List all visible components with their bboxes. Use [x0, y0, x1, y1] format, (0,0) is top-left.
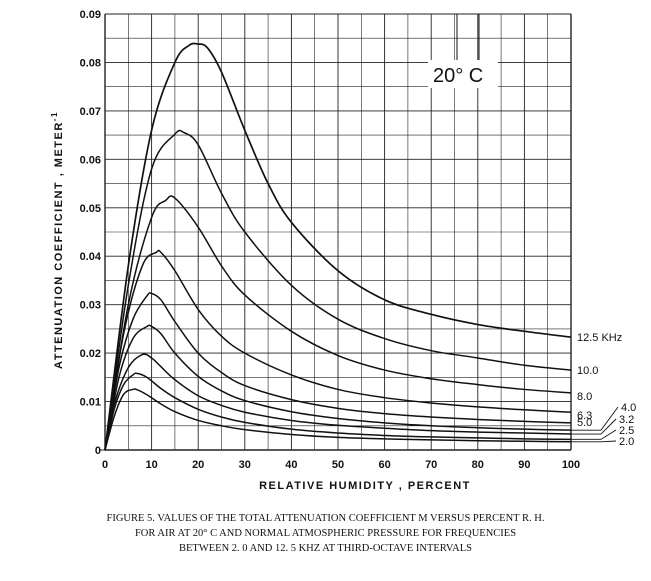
x-tick-label: 40 [285, 459, 297, 471]
caption-line-2: FOR AIR AT 20° C AND NORMAL ATMOSPHERIC … [134, 528, 517, 539]
series-line-10-0 [104, 129, 572, 451]
y-tick-label: 0.03 [80, 300, 101, 312]
y-axis-label-text: ATTENUATION COEFFICIENT , METER [53, 121, 65, 369]
x-tick-label: 70 [425, 459, 437, 471]
series-labels: 12.5 KHz 10.0 8.0 6.35.0 4.03.22.52.0 [571, 332, 636, 448]
series-group [104, 42, 572, 451]
x-tick-label: 30 [239, 459, 251, 471]
y-axis-label: ATTENUATION COEFFICIENT , METER-1 [50, 111, 65, 369]
y-tick-label: 0.02 [80, 348, 101, 360]
y-tick-label: 0.08 [80, 57, 101, 69]
series-line-2-0 [104, 388, 572, 451]
y-tick-label: 0.07 [80, 106, 101, 118]
x-tick-label: 100 [562, 459, 580, 471]
series-line-2-5 [104, 372, 572, 451]
series-line-12-5-khz [104, 42, 572, 451]
y-tick-label: 0.09 [80, 9, 101, 21]
y-tick-label: 0.04 [80, 251, 102, 263]
x-tick-label: 50 [332, 459, 344, 471]
series-label: 12.5 KHz [577, 332, 622, 344]
series-label: 2.0 [619, 436, 634, 448]
attenuation-chart: 0 10 20 30 40 50 60 70 80 90 100 0 0.01 0.02 0.03 0.04 0… [50, 9, 636, 492]
series-label: 3.2 [619, 414, 634, 426]
grid [99, 13, 572, 451]
series-leader-line [571, 406, 619, 431]
y-tick-label: 0 [95, 445, 101, 457]
temperature-annotation: 20° C [433, 65, 483, 87]
series-label: 2.5 [619, 425, 634, 437]
x-tick-label: 80 [472, 459, 484, 471]
y-axis-label-superscript: -1 [50, 111, 59, 121]
series-label: 8.0 [577, 391, 592, 403]
series-line-5-0 [104, 292, 572, 451]
series-label: 10.0 [577, 365, 598, 377]
series-leader-line [571, 429, 617, 440]
series-label: 5.0 [577, 417, 592, 429]
x-tick-label: 0 [102, 459, 108, 471]
caption-line-3: BETWEEN 2. 0 AND 12. 5 KHZ AT THIRD-OCTA… [179, 543, 472, 554]
x-axis-label: RELATIVE HUMIDITY , PERCENT [259, 480, 471, 492]
y-tick-label: 0.05 [80, 203, 101, 215]
series-leader-line [571, 418, 617, 435]
x-tick-label: 90 [518, 459, 530, 471]
x-tick-label: 20 [192, 459, 204, 471]
figure-caption: FIGURE 5. VALUES OF THE TOTAL ATTENUATIO… [0, 511, 651, 556]
x-tick-label: 10 [145, 459, 157, 471]
series-line-3-2 [104, 353, 572, 451]
annotation-box [428, 60, 498, 88]
series-line-8-0 [104, 195, 572, 451]
caption-line-1: FIGURE 5. VALUES OF THE TOTAL ATTENUATIO… [106, 513, 545, 524]
y-tick-label: 0.01 [80, 397, 101, 409]
x-tick-label: 60 [378, 459, 390, 471]
series-line-4-0 [104, 324, 572, 451]
series-label: 6.3 [577, 410, 592, 422]
y-tick-label: 0.06 [80, 154, 101, 166]
series-line-6-3 [104, 249, 572, 451]
series-label: 4.0 [621, 402, 636, 414]
tick-labels: 0 10 20 30 40 50 60 70 80 90 100 0 0.01 0.02 0.03 0.04 0… [80, 9, 581, 471]
series-leader-line [571, 440, 617, 443]
